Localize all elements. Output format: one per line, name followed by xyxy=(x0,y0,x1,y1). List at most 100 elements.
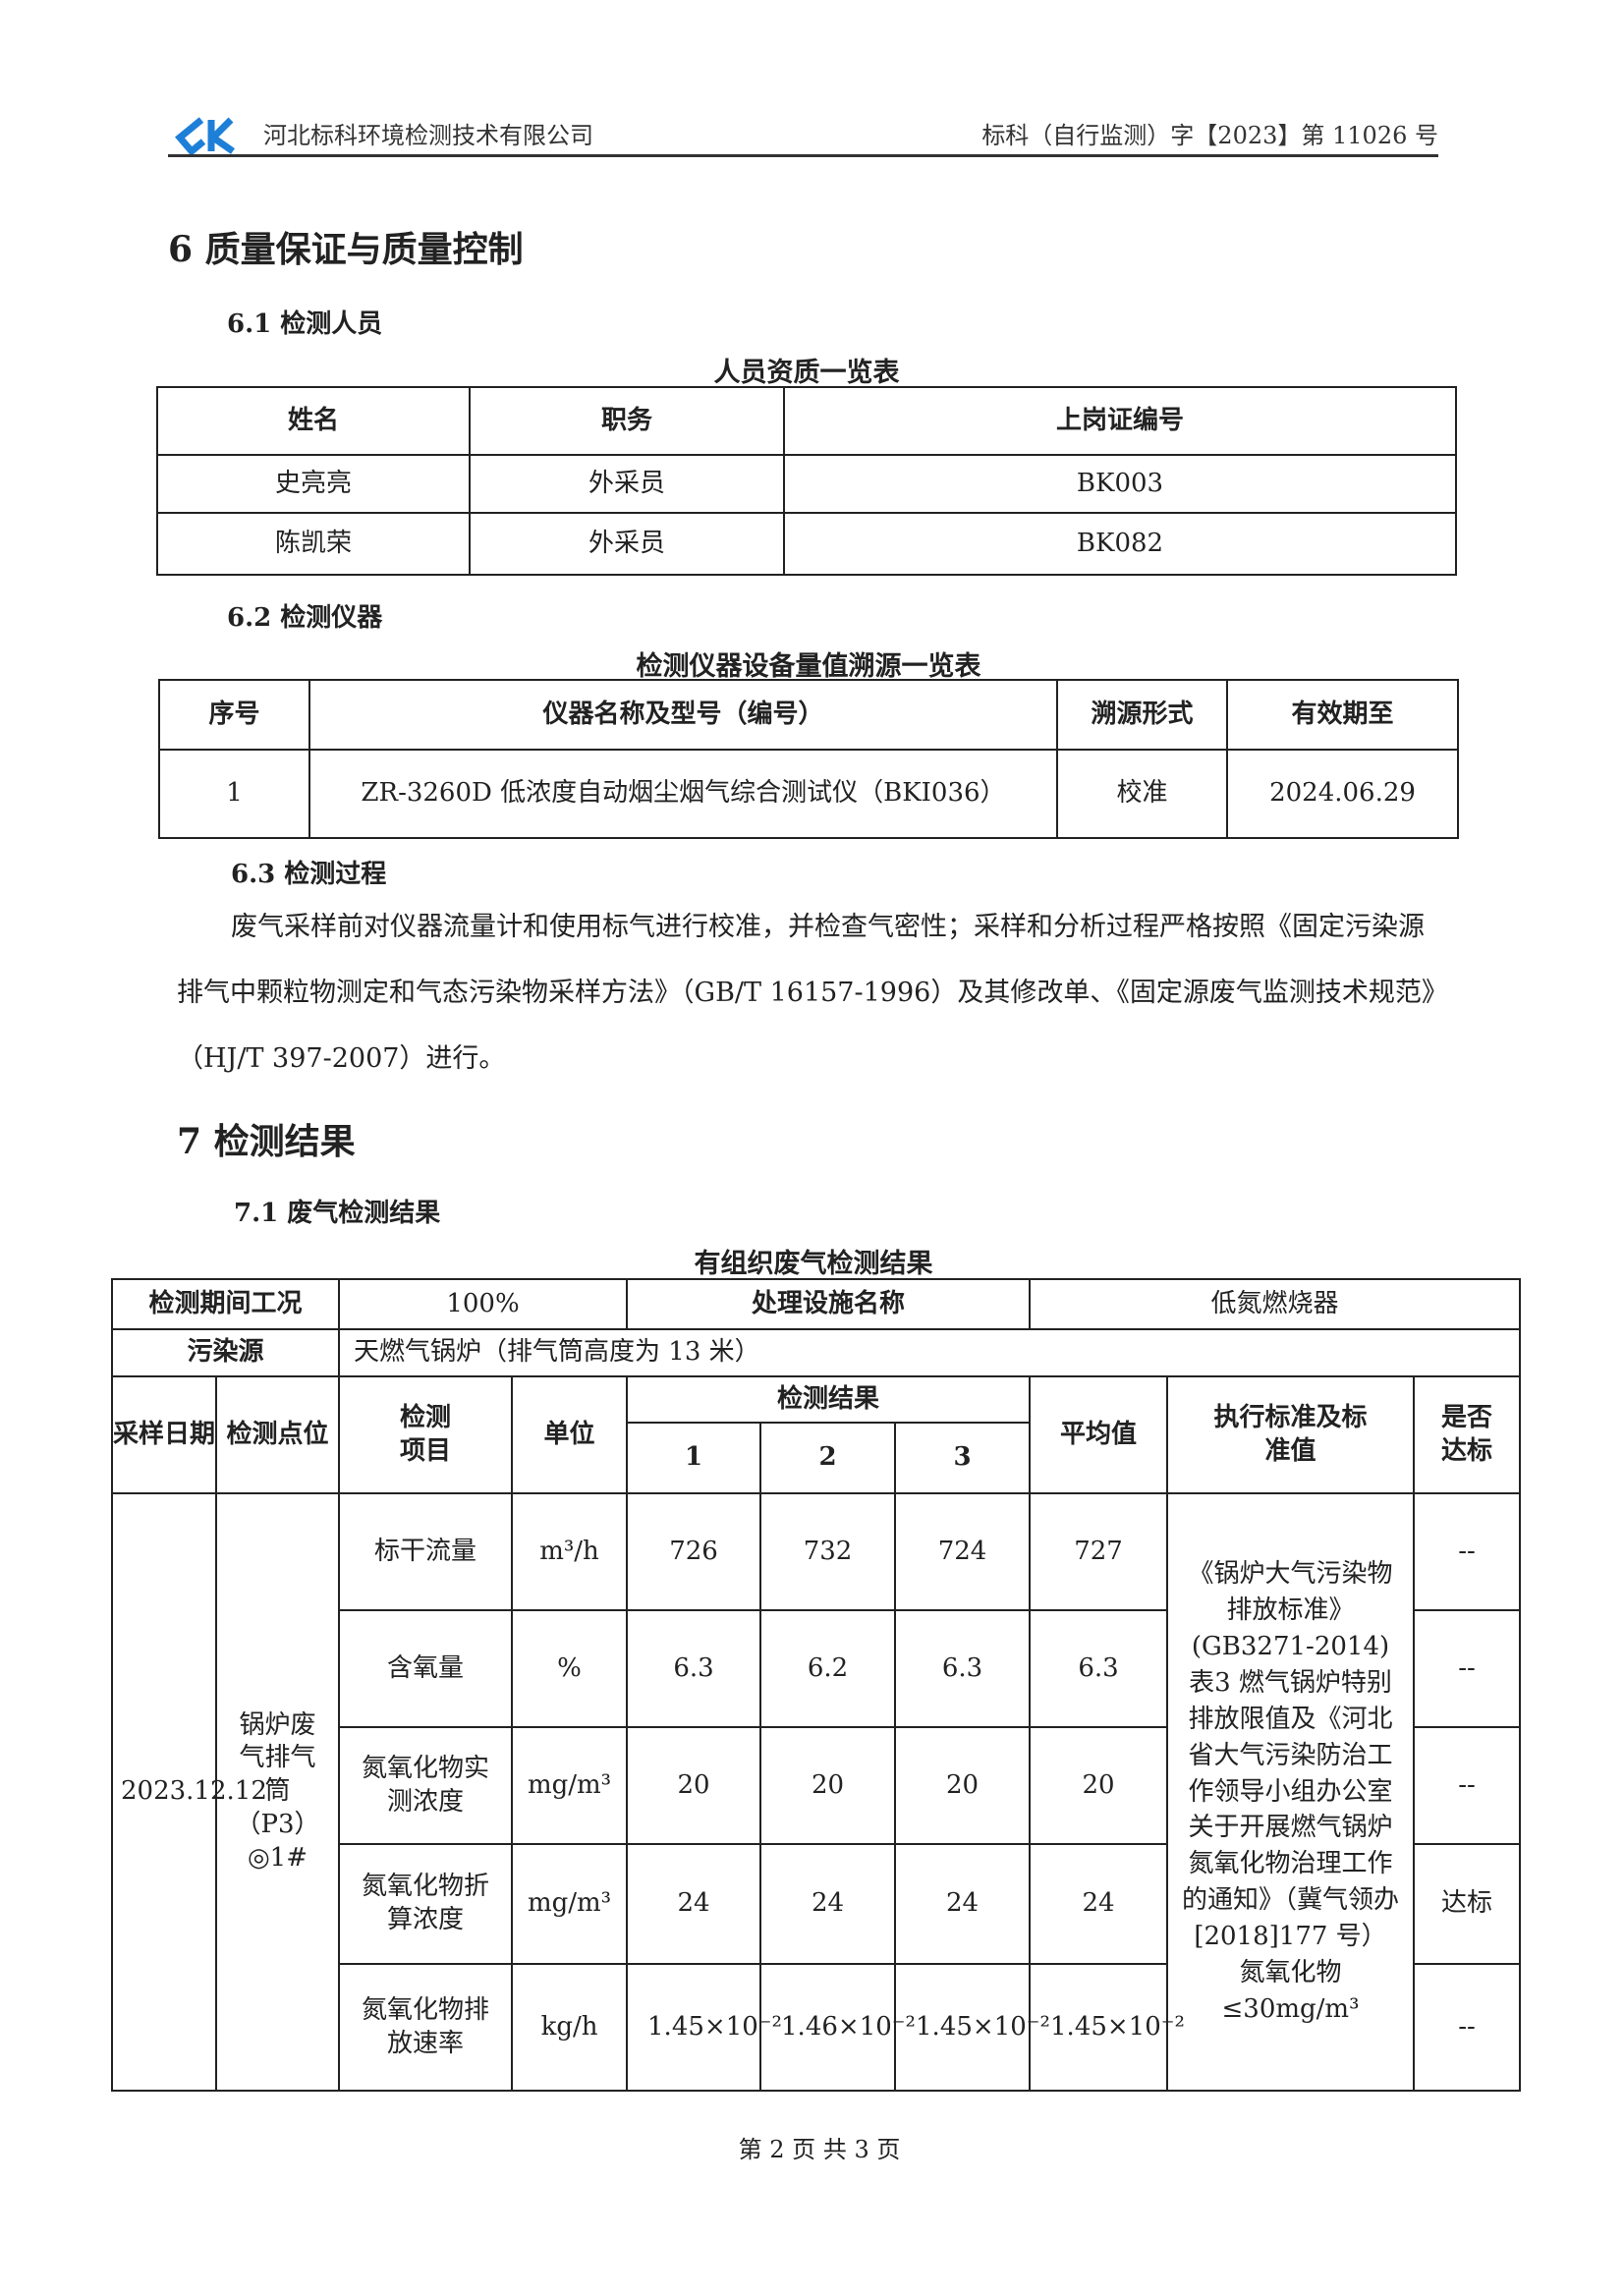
compliance: -- xyxy=(1413,1609,1522,1728)
unit: % xyxy=(511,1609,629,1728)
value-2: 6.2 xyxy=(759,1609,897,1728)
header-rule xyxy=(168,154,1438,157)
condition-label: 检测期间工况 xyxy=(110,1278,341,1330)
item: 含氧量 xyxy=(338,1609,514,1728)
results-table-title: 有组织废气检测结果 xyxy=(694,1249,933,1279)
header-cell: 职务 xyxy=(469,386,785,456)
average: 1.45×10⁻² xyxy=(1029,1963,1185,2092)
value-2: 732 xyxy=(759,1492,897,1611)
facility-label: 处理设施名称 xyxy=(626,1278,1032,1330)
condition-value: 100% xyxy=(338,1278,629,1330)
instrument-table: 序号 仪器名称及型号（编号） 溯源形式 有效期至 1 ZR-3260D 低浓度自… xyxy=(158,679,1459,839)
table-row: 含氧量 % 6.3 6.2 6.3 6.3 -- xyxy=(112,1609,1522,1728)
table-header-row: 采样日期 检测点位 检测项目 单位 检测结果 平均值 执行标准及标准值 是否达标 xyxy=(111,1375,1522,1494)
compliance: -- xyxy=(1413,1492,1522,1611)
value-1: 1.45×10⁻² xyxy=(626,1963,782,2092)
section-6-1-title: 6.1 检测人员 xyxy=(227,309,383,339)
header-cell: 溯源形式 xyxy=(1056,679,1228,751)
header-result-2: 2 xyxy=(759,1422,897,1494)
facility-value: 低氮燃烧器 xyxy=(1029,1278,1522,1330)
cell: BK003 xyxy=(783,454,1457,514)
item: 氮氧化物排放速率 xyxy=(338,1963,514,2092)
value-1: 6.3 xyxy=(626,1609,762,1728)
table-row: 2023.12.12 锅炉废气排气筒（P3）◎1# 标干流量 m³/h 726 … xyxy=(111,1492,1522,2092)
table-row: 氮氧化物排放速率 kg/h 1.45×10⁻² 1.46×10⁻² 1.45×1… xyxy=(112,1963,1522,2092)
source-label: 污染源 xyxy=(110,1328,341,1377)
section-6-2-title: 6.2 检测仪器 xyxy=(227,603,383,633)
unit: kg/h xyxy=(511,1963,629,2092)
unit: mg/m³ xyxy=(511,1843,629,1965)
header-standard: 执行标准及标准值 xyxy=(1166,1375,1416,1494)
average: 727 xyxy=(1029,1492,1169,1611)
table-header-row: 姓名 职务 上岗证编号 xyxy=(156,386,1457,456)
section-6-3-title: 6.3 检测过程 xyxy=(231,860,387,889)
section-7-title: 7 检测结果 xyxy=(177,1121,356,1162)
header-cell: 仪器名称及型号（编号） xyxy=(308,679,1058,751)
cell: 外采员 xyxy=(469,454,785,514)
sample-date: 2023.12.12 xyxy=(111,1492,267,2092)
cell: 1 xyxy=(158,749,310,839)
cell: 校准 xyxy=(1056,749,1228,839)
cell: 2024.06.29 xyxy=(1226,749,1459,839)
table-row: 史亮亮 外采员 BK003 xyxy=(156,454,1457,514)
cell: 陈凯荣 xyxy=(156,512,471,576)
average: 6.3 xyxy=(1029,1609,1169,1728)
section-7-1-title: 7.1 废气检测结果 xyxy=(234,1199,441,1228)
table-row: 氮氧化物实测浓度 mg/m³ 20 20 20 20 -- xyxy=(112,1726,1522,1845)
condition-row: 检测期间工况 100% 处理设施名称 低氮燃烧器 xyxy=(110,1278,1522,1330)
header-result-3: 3 xyxy=(894,1422,1032,1494)
compliance: -- xyxy=(1413,1963,1522,2092)
header-date: 采样日期 xyxy=(111,1375,217,1494)
standard-text: 《锅炉大气污染物排放标准》(GB3271-2014)表3 燃气锅炉特别排放限值及… xyxy=(1166,1492,1416,2092)
value-2: 24 xyxy=(759,1843,897,1965)
average: 24 xyxy=(1029,1843,1169,1965)
average: 20 xyxy=(1029,1726,1169,1845)
item: 氮氧化物折算浓度 xyxy=(338,1843,514,1965)
personnel-table: 姓名 职务 上岗证编号 史亮亮 外采员 BK003 陈凯荣 外采员 BK082 xyxy=(156,386,1457,576)
company-logo xyxy=(175,117,236,155)
table-row: 氮氧化物折算浓度 mg/m³ 24 24 24 24 达标 xyxy=(112,1843,1522,1965)
header-compliance: 是否达标 xyxy=(1413,1375,1522,1494)
sample-point: 锅炉废气排气筒（P3）◎1# xyxy=(214,1492,341,2092)
header-results: 检测结果 xyxy=(626,1375,1032,1424)
header-point: 检测点位 xyxy=(214,1375,341,1494)
item: 标干流量 xyxy=(338,1492,514,1611)
cell: ZR-3260D 低浓度自动烟尘烟气综合测试仪（BKI036） xyxy=(308,749,1058,839)
value-3: 6.3 xyxy=(894,1609,1032,1728)
table-row: 1 ZR-3260D 低浓度自动烟尘烟气综合测试仪（BKI036） 校准 202… xyxy=(158,749,1459,839)
section-6-title: 6 质量保证与质量控制 xyxy=(168,229,524,270)
company-name: 河北标科环境检测技术有限公司 xyxy=(263,122,593,149)
compliance: 达标 xyxy=(1413,1843,1522,1965)
source-row: 污染源 天燃气锅炉（排气筒高度为 13 米） xyxy=(110,1328,1522,1377)
header-cell: 姓名 xyxy=(156,386,471,456)
table-header-row: 序号 仪器名称及型号（编号） 溯源形式 有效期至 xyxy=(158,679,1459,751)
value-1: 24 xyxy=(626,1843,762,1965)
value-1: 20 xyxy=(626,1726,762,1845)
header-item: 检测项目 xyxy=(338,1375,514,1494)
header-unit: 单位 xyxy=(511,1375,629,1494)
compliance: -- xyxy=(1413,1726,1522,1845)
personnel-table-title: 人员资质一览表 xyxy=(713,358,900,388)
cell: 史亮亮 xyxy=(156,454,471,514)
unit: mg/m³ xyxy=(511,1726,629,1845)
header-cell: 序号 xyxy=(158,679,310,751)
table-header-row: 1 2 3 xyxy=(112,1422,1520,1494)
value-3: 1.45×10⁻² xyxy=(894,1963,1050,2092)
value-2: 20 xyxy=(759,1726,897,1845)
header-result-1: 1 xyxy=(626,1422,762,1494)
page-footer: 第 2 页 共 3 页 xyxy=(738,2136,901,2163)
source-value: 天燃气锅炉（排气筒高度为 13 米） xyxy=(338,1328,1522,1377)
value-3: 724 xyxy=(894,1492,1032,1611)
value-3: 24 xyxy=(894,1843,1032,1965)
header-cell: 有效期至 xyxy=(1226,679,1459,751)
cell: 外采员 xyxy=(469,512,785,576)
header-average: 平均值 xyxy=(1029,1375,1169,1494)
instrument-table-title: 检测仪器设备量值溯源一览表 xyxy=(636,651,981,682)
item: 氮氧化物实测浓度 xyxy=(338,1726,514,1845)
value-1: 726 xyxy=(626,1492,762,1611)
document-number: 标科（自行监测）字【2023】第 11026 号 xyxy=(981,122,1438,149)
table-row: 陈凯荣 外采员 BK082 xyxy=(156,512,1457,576)
cell: BK082 xyxy=(783,512,1457,576)
value-3: 20 xyxy=(894,1726,1032,1845)
unit: m³/h xyxy=(511,1492,629,1611)
